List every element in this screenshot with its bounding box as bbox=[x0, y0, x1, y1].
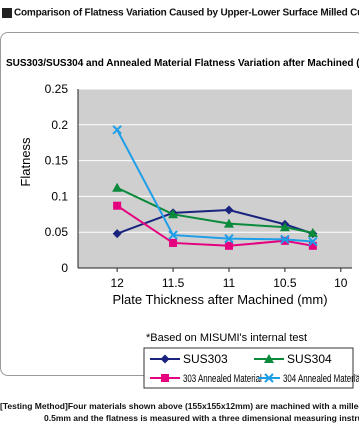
data-point-303-annealed-material bbox=[280, 236, 289, 245]
data-point-303-annealed-material bbox=[169, 238, 178, 247]
square-bullet-icon bbox=[2, 7, 12, 18]
legend-marker-303-annealed-material bbox=[161, 374, 169, 382]
y-tick-label: 0.1 bbox=[51, 189, 68, 203]
legend-label-304-annealed-material: 304 Annealed Material bbox=[283, 373, 359, 386]
y-tick-label: 0.05 bbox=[45, 225, 69, 239]
footer-line-1: [Testing Method]Four materials shown abo… bbox=[0, 401, 359, 411]
y-axis-label: Flatness bbox=[18, 137, 33, 187]
data-point-304-annealed-material bbox=[280, 234, 290, 245]
chart-note: *Based on MISUMI's internal test bbox=[146, 332, 307, 344]
x-tick-label: 10 bbox=[334, 276, 348, 290]
x-marker-stroke bbox=[264, 373, 274, 383]
legend-label-sus303: SUS303 bbox=[183, 352, 228, 366]
y-tick-label: 0.2 bbox=[51, 118, 68, 132]
x-tick-label: 10.5 bbox=[273, 276, 297, 290]
legend-box bbox=[143, 347, 354, 389]
data-point-303-annealed-material bbox=[224, 241, 233, 250]
x-tick-label: 11.5 bbox=[162, 276, 185, 290]
x-tick-label: 12 bbox=[110, 276, 124, 290]
testing-method-note: [Testing Method]Four materials shown abo… bbox=[0, 400, 359, 424]
data-point-303-annealed-material bbox=[308, 241, 317, 250]
x-tick-label: 11 bbox=[223, 276, 236, 290]
footer-line-2: 0.5mm and the flatness is measured with … bbox=[44, 413, 359, 423]
data-point-sus304 bbox=[279, 222, 290, 232]
data-point-304-annealed-material bbox=[308, 236, 318, 247]
legend-marker-sus303 bbox=[160, 354, 170, 364]
x-marker-stroke bbox=[112, 125, 122, 135]
legend-label-303-annealed-material: 303 Annealed Material bbox=[183, 373, 262, 386]
data-point-304-annealed-material bbox=[112, 125, 122, 135]
data-point-303-annealed-material bbox=[113, 201, 122, 210]
data-point-sus304 bbox=[307, 227, 318, 237]
legend-marker-sus304 bbox=[264, 354, 274, 363]
data-point-sus303 bbox=[112, 229, 122, 239]
data-point-sus304 bbox=[223, 218, 234, 228]
data-point-sus303 bbox=[224, 205, 234, 215]
data-point-sus304 bbox=[168, 209, 179, 219]
line-chart: SUS303/SUS304 and Annealed Material Flat… bbox=[6, 58, 359, 389]
x-marker-stroke bbox=[280, 234, 290, 245]
data-point-304-annealed-material bbox=[224, 233, 234, 244]
x-marker-stroke bbox=[224, 233, 234, 244]
chart-title: SUS303/SUS304 and Annealed Material Flat… bbox=[6, 58, 359, 69]
data-point-sus304 bbox=[112, 182, 123, 192]
data-point-304-annealed-material bbox=[168, 230, 178, 240]
x-axis-label: Plate Thickness after Machined (mm) bbox=[112, 292, 327, 307]
y-tick-label: 0.15 bbox=[45, 154, 69, 168]
y-tick-label: 0 bbox=[61, 261, 68, 275]
legend-label-sus304: SUS304 bbox=[287, 352, 332, 366]
section-title: Comparison of Flatness Variation Caused … bbox=[14, 7, 359, 19]
section-header: Comparison of Flatness Variation Caused … bbox=[2, 4, 359, 20]
legend-marker-304-annealed-material bbox=[264, 373, 274, 383]
x-marker-stroke bbox=[168, 230, 178, 240]
y-tick-label: 0.25 bbox=[45, 82, 69, 96]
x-marker-stroke bbox=[308, 236, 318, 247]
